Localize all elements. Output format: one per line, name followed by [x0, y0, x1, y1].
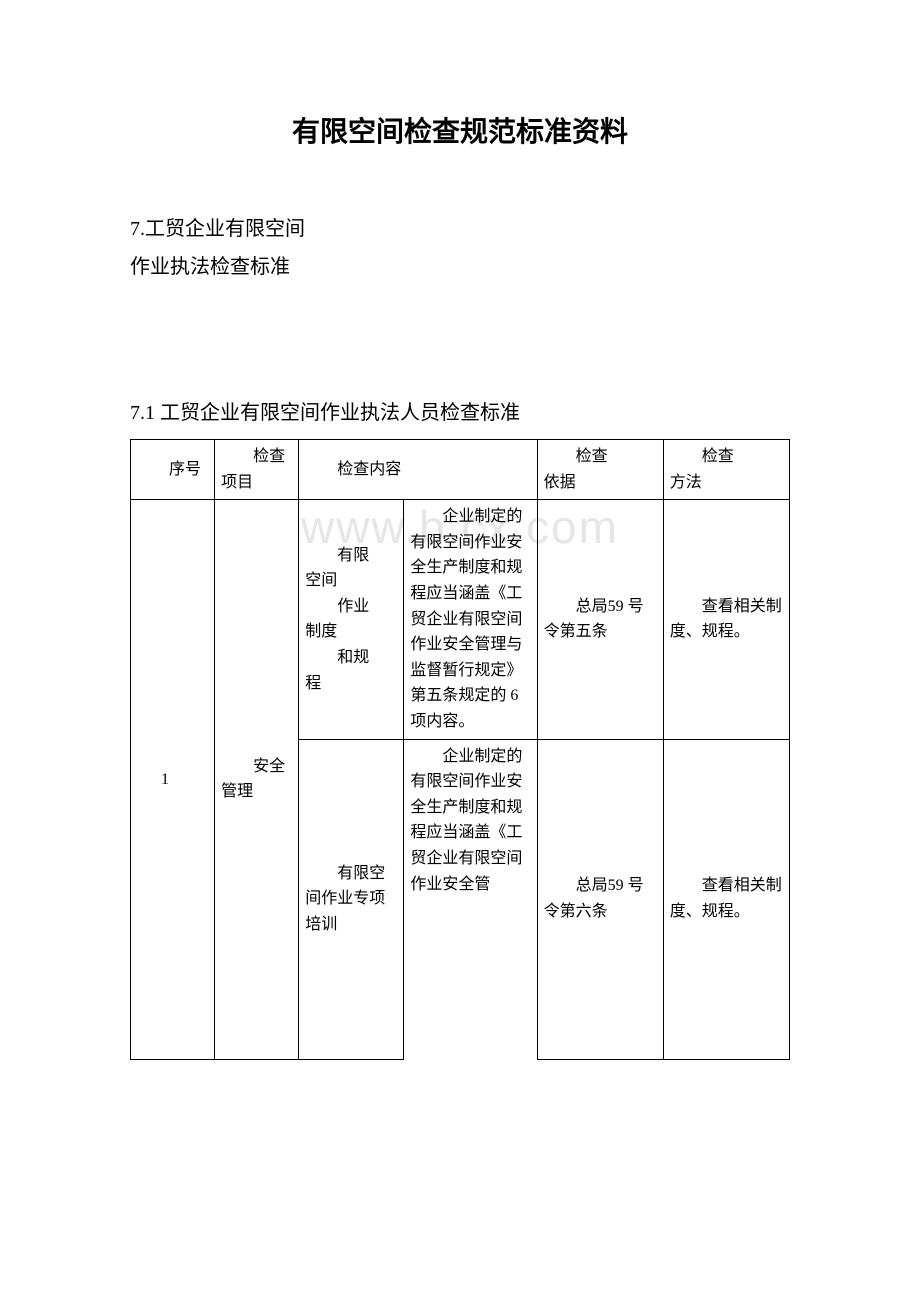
intro-line-1: 7.工贸企业有限空间 — [130, 210, 790, 248]
col-header-seq: 序号 — [131, 440, 215, 500]
intro-block: 7.工贸企业有限空间 作业执法检查标准 — [130, 210, 790, 286]
cell-basis: 总局59 号令第五条 — [537, 500, 663, 739]
cell-item: 安全 管理 — [215, 500, 299, 1059]
table-row: 1 安全 管理 有限 空间 作业 制度 和规 程 企业制定的有限空间作业安全生产… — [131, 500, 790, 739]
section-heading: 7.1 工贸企业有限空间作业执法人员检查标准 — [130, 396, 790, 425]
inspection-standards-table: 序号 检查 项目 检查内容 检查 依据 检查 方法 — [130, 439, 790, 1060]
page-title: 有限空间检查规范标准资料 — [130, 110, 790, 150]
cell-method: 查看相关制度、规程。 — [663, 739, 789, 1059]
cell-content-a: 有限空间作业专项培训 — [299, 739, 404, 1059]
cell-content-a: 有限 空间 作业 制度 和规 程 — [299, 500, 404, 739]
col-header-basis: 检查 依据 — [537, 440, 663, 500]
col-header-method: 检查 方法 — [663, 440, 789, 500]
col-header-item: 检查 项目 — [215, 440, 299, 500]
document-page: 有限空间检查规范标准资料 7.工贸企业有限空间 作业执法检查标准 7.1 工贸企… — [0, 0, 920, 1060]
col-header-content: 检查内容 — [299, 440, 537, 500]
table-header-row: 序号 检查 项目 检查内容 检查 依据 检查 方法 — [131, 440, 790, 500]
cell-basis: 总局59 号令第六条 — [537, 739, 663, 1059]
cell-seq: 1 — [131, 500, 215, 1059]
intro-line-2: 作业执法检查标准 — [130, 248, 790, 286]
cell-content-b: 企业制定的有限空间作业安全生产制度和规程应当涵盖《工贸企业有限空间作业安全管 — [404, 739, 537, 1059]
cell-content-b: 企业制定的有限空间作业安全生产制度和规程应当涵盖《工贸企业有限空间作业安全管理与… — [404, 500, 537, 739]
cell-method: 查看相关制度、规程。 — [663, 500, 789, 739]
